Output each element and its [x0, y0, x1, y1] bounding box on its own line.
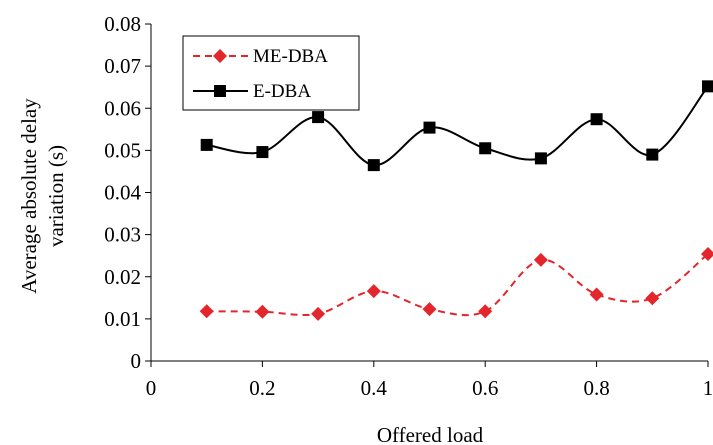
y-tick-label: 0.07	[104, 54, 141, 78]
plot-area	[199, 80, 713, 321]
data-point-me-dba	[589, 287, 604, 302]
data-point-me-dba	[645, 291, 660, 306]
y-tick-label: 0	[131, 349, 142, 373]
axes	[145, 23, 709, 367]
data-point-e-dba	[312, 111, 325, 124]
data-point-me-dba	[255, 304, 270, 319]
data-point-e-dba	[646, 148, 659, 161]
x-tick-label: 0	[146, 376, 157, 400]
data-point-me-dba	[422, 302, 437, 317]
data-point-e-dba	[367, 159, 380, 172]
x-axis-title: Offered load	[377, 423, 484, 445]
data-point-e-dba	[256, 146, 269, 159]
series-me-dba	[199, 247, 713, 321]
data-point-e-dba	[479, 142, 492, 155]
legend-swatch-me-dba-diamond	[213, 49, 227, 63]
x-tick-label: 0.6	[472, 376, 498, 400]
legend-item-e-dba: E-DBA	[193, 81, 311, 102]
y-axis-title-line-1: Average absolute delay	[17, 98, 41, 294]
x-tick-label: 0.8	[583, 376, 609, 400]
legend-box	[182, 35, 360, 111]
data-point-e-dba	[702, 80, 713, 93]
data-point-me-dba	[478, 304, 493, 319]
x-tick-label: 1	[703, 376, 713, 400]
data-point-me-dba	[366, 284, 381, 299]
data-point-e-dba	[200, 138, 213, 151]
series-line-me-dba	[206, 253, 709, 317]
legend-item-me-dba: ME-DBA	[193, 46, 328, 67]
data-point-me-dba	[701, 247, 713, 262]
y-tick-label: 0.01	[104, 307, 141, 331]
data-point-e-dba	[534, 152, 547, 165]
series-e-dba	[200, 80, 713, 172]
x-tick-label: 0.4	[361, 376, 388, 400]
y-tick-label: 0.08	[104, 12, 141, 36]
y-tick-label: 0.04	[104, 181, 141, 205]
tick-labels: 0 0.01 0.02 0.03 0.04 0.05 0.06 0.07 0.08 0 0.2 0.4…	[104, 12, 713, 400]
data-point-me-dba	[533, 252, 548, 267]
y-tick-label: 0.02	[104, 265, 141, 289]
legend: ME-DBA E-DBA	[182, 35, 360, 111]
legend-label-e-dba: E-DBA	[253, 81, 311, 102]
y-tick-label: 0.06	[104, 96, 141, 120]
legend-swatch-e-dba-square	[214, 85, 226, 97]
legend-label-me-dba: ME-DBA	[253, 46, 328, 67]
data-point-me-dba	[311, 306, 326, 321]
y-tick-label: 0.03	[104, 223, 141, 247]
data-point-e-dba	[590, 113, 603, 126]
y-tick-label: 0.05	[104, 138, 141, 162]
data-point-e-dba	[423, 121, 436, 134]
x-tick-label: 0.2	[249, 376, 275, 400]
series-line-e-dba	[206, 85, 709, 167]
y-axis-title-line-2: variation (s)	[44, 145, 68, 247]
data-point-me-dba	[199, 304, 214, 319]
